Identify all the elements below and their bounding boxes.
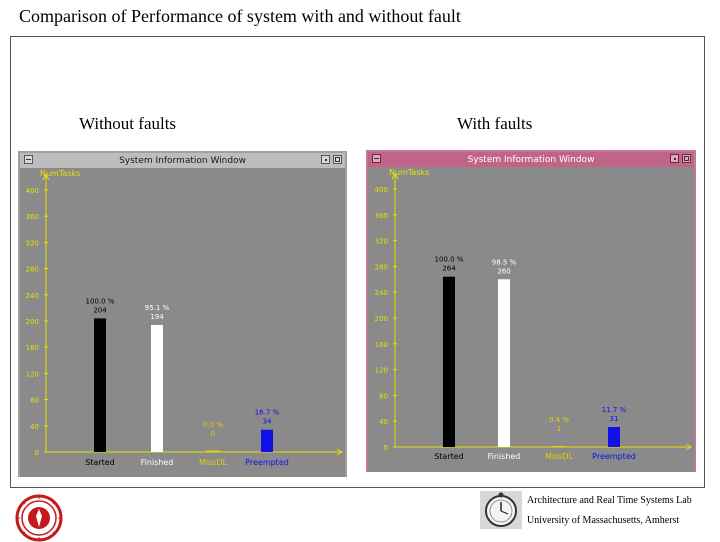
category-label-started: Started [85,458,115,467]
y-tick-label: 160 [26,344,39,352]
y-tick-label: 240 [375,289,388,297]
y-tick-label: 40 [30,423,39,431]
y-tick-label: 400 [26,187,39,195]
y-axis-label: NumTasks [40,169,80,178]
y-tick-label: 360 [26,213,39,221]
university-seal-logo [15,494,63,542]
y-tick-label: 320 [26,239,39,247]
y-tick-label: 320 [375,238,388,246]
percent-label: 100.0 % [86,297,115,305]
category-label-missdl: MissDL [545,452,574,461]
window-title: System Information Window [119,155,246,166]
count-label: 1 [557,425,561,433]
y-tick-label: 120 [26,370,39,378]
bar-finished [498,279,510,447]
window-menu-button[interactable] [24,155,33,164]
y-tick-label: 160 [375,341,388,349]
bar-finished [151,324,163,452]
count-label: 34 [263,418,272,426]
minimize-button[interactable] [670,154,679,163]
y-tick-label: 200 [26,318,39,326]
y-axis-label: NumTasks [389,168,429,177]
window-titlebar[interactable]: System Information Window [20,153,345,169]
window-title: System Information Window [467,154,595,165]
percent-label: 98.5 % [492,258,517,266]
university-name: University of Massachusetts, Amherst [527,515,680,526]
y-tick-label: 200 [375,315,388,323]
window-menu-button[interactable] [372,154,381,163]
panel-label-with-faults: With faults [457,114,533,133]
panel-label-without-faults: Without faults [79,114,177,133]
maximize-button[interactable] [333,155,342,164]
count-label: 31 [610,415,619,423]
y-tick-label: 40 [379,418,388,426]
bar-chart-with-faults: NumTasks 0 40 80 120 160 200 240 280 320 360 400 100… [368,167,694,472]
count-label: 264 [442,265,456,273]
y-tick-label: 280 [26,266,39,274]
y-tick-label: 360 [375,212,388,220]
y-tick-label: 0 [35,449,39,457]
count-label: 194 [150,313,164,321]
percent-label: 95.1 % [145,304,170,312]
count-label: 0 [211,430,215,438]
y-tick-label: 120 [375,367,388,375]
category-label-preempted: Preempted [245,458,289,467]
percent-label: 0.4 % [549,416,569,424]
percent-label: 0.0 % [203,421,223,429]
system-information-window-without-faults[interactable]: System Information Window NumTasks 0 40 80 1… [18,151,347,477]
minimize-button[interactable] [321,155,330,164]
x-axis-arrow [336,448,343,456]
category-label-finished: Finished [488,452,521,461]
y-tick-label: 80 [30,397,39,405]
percent-label: 11.7 % [602,406,627,414]
category-label-preempted: Preempted [592,452,636,461]
count-label: 204 [93,306,107,314]
count-label: 260 [497,267,510,275]
category-label-finished: Finished [141,458,174,467]
y-tick-label: 280 [375,263,388,271]
percent-label: 100.0 % [435,256,464,264]
x-axis-arrow [685,443,692,451]
bar-preempted [608,427,620,447]
plot-background [368,167,694,472]
bar-preempted [261,429,273,452]
bar-started [94,318,106,452]
maximize-button[interactable] [682,154,691,163]
system-information-window-with-faults[interactable]: System Information Window NumTasks 0 40 80 1… [366,150,696,472]
y-axis-arrow [42,174,50,181]
y-tick-label: 240 [26,292,39,300]
y-tick-label: 80 [379,392,388,400]
y-tick-label: 400 [375,186,388,194]
y-tick-label: 0 [384,444,388,452]
bar-missdl [553,446,565,447]
bar-started [443,276,455,447]
percent-label: 16.7 % [255,409,280,417]
category-label-missdl: MissDL [199,458,228,467]
lab-name: Architecture and Real Time Systems Lab [527,495,692,506]
plot-background [20,168,345,477]
bar-chart-without-faults: NumTasks 0 40 80 120 160 200 240 280 320 360 400 100… [20,168,345,477]
slide-title: Comparison of Performance of system with… [19,6,461,26]
window-titlebar[interactable]: System Information Window [368,152,694,168]
y-axis-arrow [391,173,399,180]
slide-frame [10,36,705,488]
clock-logo [480,491,522,529]
category-label-started: Started [434,452,464,461]
